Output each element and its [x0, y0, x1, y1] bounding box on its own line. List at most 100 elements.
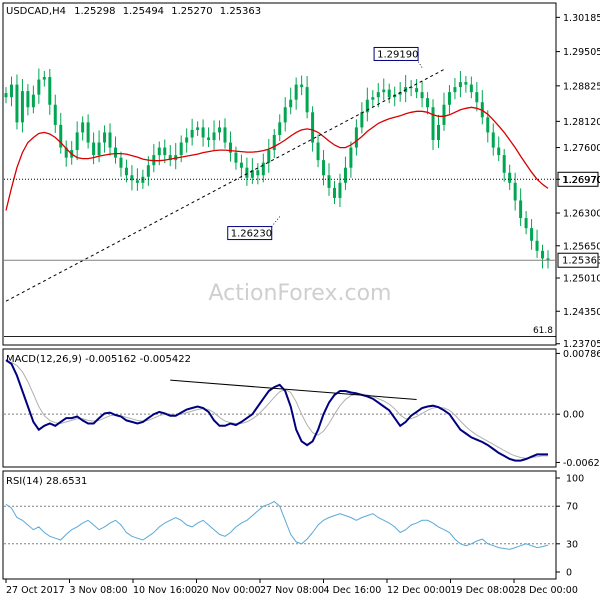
candle-body	[289, 99, 293, 108]
candle-body	[218, 127, 222, 133]
candle-body	[541, 250, 545, 259]
candle-body	[124, 167, 128, 176]
candle-body	[97, 142, 101, 156]
candle-body	[75, 132, 79, 151]
candle-body	[338, 182, 342, 198]
candle-body	[212, 132, 216, 140]
candle-body	[508, 172, 512, 183]
candle-body	[130, 175, 134, 181]
candle-body	[261, 162, 265, 176]
macd-axis-ticks: 0.007861 0.00 -0.006241	[556, 349, 600, 469]
rsi-pane: RSI(14) 28.6531 100 70 30 0	[2, 470, 584, 580]
price-tick-label: 1.28825	[563, 81, 600, 92]
candle-body	[64, 147, 68, 158]
candle-body	[168, 155, 172, 161]
candle-body	[223, 127, 227, 143]
macd-pane: MACD(12,26,9) -0.005162 -0.005422 0.0078…	[2, 348, 600, 469]
rsi-tick-label: 30	[566, 539, 578, 550]
candle-body	[426, 98, 430, 108]
candle-body	[316, 142, 320, 161]
level-tag-label: 1.25363	[562, 256, 600, 267]
candle-body	[437, 124, 441, 140]
candle-body	[92, 142, 96, 156]
time-tick-label: 4 Dec 16:00	[324, 585, 382, 596]
candle-body	[15, 84, 19, 123]
trend-line	[5, 69, 445, 302]
rsi-axis-ticks: 100 70 30 0	[556, 474, 584, 579]
candle-body	[409, 87, 413, 89]
ohlc-low: 1.25270	[171, 6, 212, 17]
candle-body	[322, 160, 326, 176]
candle-body	[519, 200, 523, 219]
symbol-header: USDCAD,H4 1.25298 1.25494 1.25270 1.2536…	[6, 6, 261, 17]
candle-body	[283, 107, 287, 123]
candle-body	[491, 132, 495, 148]
candle-body	[415, 88, 419, 93]
price-tick-label: 1.28120	[563, 117, 600, 128]
candle-body	[469, 84, 473, 93]
candle-body	[349, 147, 353, 168]
ohlc-close: 1.25363	[220, 6, 261, 17]
candle-body	[157, 147, 161, 156]
candle-body	[185, 137, 189, 143]
macd-tick-label: -0.006241	[563, 458, 600, 469]
candle-body	[48, 77, 52, 105]
time-tick-label: 28 Dec 00:00	[514, 585, 578, 596]
candle-body	[146, 165, 150, 177]
candle-body	[365, 99, 369, 113]
candle-body	[354, 127, 358, 148]
candle-body	[343, 167, 347, 183]
price-tick-label: 1.26300	[563, 209, 600, 220]
time-tick-label: 27 Nov 08:00	[260, 585, 324, 596]
price-tick-label: 1.26970	[563, 175, 600, 186]
level-tag-box	[557, 252, 599, 268]
macd-pane-frame	[2, 348, 557, 468]
rsi-pane-frame	[2, 470, 557, 580]
candle-body	[278, 122, 282, 135]
candle-body	[42, 77, 46, 80]
candle-body	[535, 240, 539, 251]
macd-divergence-line	[170, 379, 417, 400]
candle-body	[311, 112, 315, 143]
candle-body	[267, 150, 271, 163]
rsi-tick-label: 70	[566, 502, 578, 513]
watermark: ActionForex.com	[209, 281, 392, 306]
candle-body	[196, 127, 200, 130]
time-axis: 27 Oct 2017 3 Nov 08:00 10 Nov 16:00 20 Nov…	[5, 579, 578, 596]
candle-body	[398, 92, 402, 95]
candle-body	[360, 112, 364, 128]
price-tick-label: 1.23705	[563, 339, 600, 350]
candle-body	[26, 91, 30, 108]
candle-body	[245, 167, 249, 178]
candle-body	[141, 176, 145, 183]
time-tick-label: 19 Dec 08:00	[451, 585, 515, 596]
price-tick-label: 1.25650	[563, 241, 600, 252]
candle-body	[431, 107, 435, 140]
candle-body	[447, 92, 451, 105]
candle-body	[546, 258, 550, 261]
symbol-label: USDCAD,H4	[6, 6, 66, 17]
candle-body	[332, 187, 336, 198]
rsi-line	[5, 500, 549, 550]
candle-body	[453, 87, 457, 93]
time-tick-label: 3 Nov 08:00	[70, 585, 128, 596]
candle-body	[201, 127, 205, 138]
candle-body	[234, 152, 238, 163]
annotation-box	[227, 226, 273, 241]
rsi-tick-label: 0	[566, 568, 572, 579]
candle-body	[300, 84, 304, 88]
horizontal-levels: 1.26970 1.25363	[4, 171, 600, 337]
candle-body	[190, 129, 194, 138]
candle-body	[294, 84, 298, 100]
annotation-box	[373, 46, 419, 61]
candle-body	[37, 79, 41, 95]
macd-main-line	[5, 359, 548, 462]
time-tick-label: 10 Nov 16:00	[133, 585, 197, 596]
price-tick-label: 1.29505	[563, 47, 600, 58]
candle-body	[272, 134, 276, 151]
price-pane-frame	[2, 2, 557, 346]
time-tick-label: 27 Oct 2017	[6, 585, 65, 596]
candle-body	[305, 87, 309, 113]
